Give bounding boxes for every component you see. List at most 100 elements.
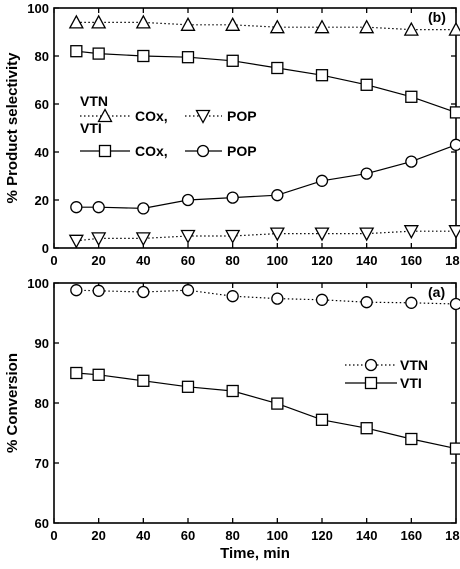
y-tick-label: 20 bbox=[35, 193, 49, 208]
legend: VTN VTI bbox=[345, 357, 428, 391]
series-vtn-cox bbox=[68, 14, 460, 36]
series-line-vtn-cox bbox=[76, 21, 456, 31]
x-tick-label: 160 bbox=[400, 528, 422, 543]
data-point bbox=[70, 366, 83, 380]
x-tick-label: 40 bbox=[136, 528, 150, 543]
data-point bbox=[181, 380, 195, 393]
x-tick-label: 180 bbox=[445, 528, 460, 543]
data-point bbox=[271, 397, 284, 410]
legend-marker bbox=[195, 109, 211, 124]
x-tick-label: 100 bbox=[266, 253, 288, 268]
legend-marker bbox=[364, 358, 378, 372]
y-tick-label: 80 bbox=[35, 49, 49, 64]
series-line-vti-cox bbox=[76, 50, 457, 113]
y-tick-label: 90 bbox=[35, 336, 49, 351]
data-point bbox=[360, 78, 373, 91]
data-point bbox=[225, 229, 241, 244]
data-point bbox=[449, 297, 460, 311]
data-point bbox=[315, 293, 329, 306]
legend-entry-text: POP bbox=[227, 143, 257, 159]
series-vti-cox bbox=[70, 45, 460, 119]
y-tick-label: 40 bbox=[35, 145, 49, 160]
x-tick-label: 60 bbox=[181, 528, 195, 543]
y-tick-label: 100 bbox=[27, 276, 49, 291]
legend-marker bbox=[97, 108, 113, 123]
data-point bbox=[135, 14, 151, 29]
data-point bbox=[226, 54, 239, 67]
series-line-vtn bbox=[76, 289, 457, 305]
data-point bbox=[271, 292, 284, 305]
legend-entry-text: VTI bbox=[400, 375, 422, 391]
data-point bbox=[70, 201, 83, 214]
panel-label: (b) bbox=[428, 9, 446, 25]
data-point bbox=[137, 202, 150, 215]
selectivity-panel: 0 20 40 60 80 100 120 140 160 180 0 20 40 60 80 100 (b)… bbox=[4, 1, 460, 268]
legend-entry-text: POP bbox=[227, 108, 257, 124]
legend-entry-text: COx, bbox=[135, 108, 168, 124]
series-layer bbox=[68, 14, 460, 249]
data-point bbox=[181, 193, 195, 207]
data-point bbox=[226, 191, 239, 204]
data-point bbox=[225, 16, 241, 31]
data-point bbox=[448, 225, 460, 240]
y-tick-label: 70 bbox=[35, 456, 49, 471]
x-tick-label: 60 bbox=[181, 253, 195, 268]
data-point bbox=[448, 21, 460, 36]
data-point bbox=[68, 14, 84, 29]
legend-group-label: VTI bbox=[80, 120, 102, 136]
legend: VTN COx, POP VTI COx, POP bbox=[80, 93, 257, 159]
data-point bbox=[271, 189, 284, 202]
y-tick-label: 100 bbox=[27, 1, 49, 16]
series-line-vti-pop bbox=[76, 144, 457, 210]
data-point bbox=[137, 374, 150, 387]
data-point bbox=[91, 232, 107, 247]
series-layer bbox=[70, 284, 460, 455]
series-vti-pop bbox=[70, 138, 460, 215]
x-tick-label: 80 bbox=[225, 528, 239, 543]
x-tick-label: 140 bbox=[356, 528, 378, 543]
data-point bbox=[68, 234, 84, 249]
data-point bbox=[70, 284, 83, 297]
data-point bbox=[314, 19, 330, 34]
data-point bbox=[314, 227, 330, 242]
x-tick-label: 0 bbox=[50, 253, 57, 268]
legend-entry-text: COx, bbox=[135, 143, 168, 159]
data-point bbox=[226, 290, 239, 303]
x-tick-label: 100 bbox=[266, 528, 288, 543]
data-point bbox=[405, 155, 418, 168]
x-tick-label: 160 bbox=[400, 253, 422, 268]
data-point bbox=[92, 368, 105, 381]
panel-label: (a) bbox=[428, 284, 445, 300]
data-point bbox=[315, 413, 329, 426]
data-point bbox=[92, 47, 105, 60]
data-point bbox=[137, 285, 150, 299]
data-point bbox=[180, 16, 196, 31]
x-tick-label: 20 bbox=[91, 253, 105, 268]
x-tick-label: 140 bbox=[356, 253, 378, 268]
axis-ticks: 0 20 40 60 80 100 120 140 160 180 60 70 80 90 100 bbox=[27, 276, 460, 543]
data-point bbox=[271, 61, 284, 75]
data-point bbox=[269, 19, 285, 34]
data-point bbox=[449, 138, 460, 151]
legend-entry-text: VTN bbox=[400, 357, 428, 373]
series-vti bbox=[70, 366, 460, 455]
y-tick-label: 0 bbox=[42, 241, 49, 256]
data-point bbox=[181, 51, 195, 64]
x-axis-title: Time, min bbox=[220, 545, 290, 562]
data-point bbox=[360, 167, 373, 180]
axis-ticks: 0 20 40 60 80 100 120 140 160 180 0 20 40 60 80 100 bbox=[27, 1, 460, 268]
series-line-vtn-pop bbox=[76, 230, 456, 242]
legend-marker bbox=[98, 144, 112, 158]
plot-frame bbox=[53, 282, 457, 524]
legend-marker bbox=[364, 376, 378, 390]
y-axis-title: % Product selectivity bbox=[4, 52, 21, 204]
data-point bbox=[226, 384, 239, 398]
x-tick-label: 0 bbox=[50, 528, 57, 543]
legend-group-label: VTN bbox=[80, 93, 108, 109]
y-tick-label: 80 bbox=[35, 396, 49, 411]
data-point bbox=[449, 106, 460, 119]
data-point bbox=[360, 296, 373, 309]
data-point bbox=[135, 232, 151, 247]
plot-frame bbox=[53, 7, 457, 249]
